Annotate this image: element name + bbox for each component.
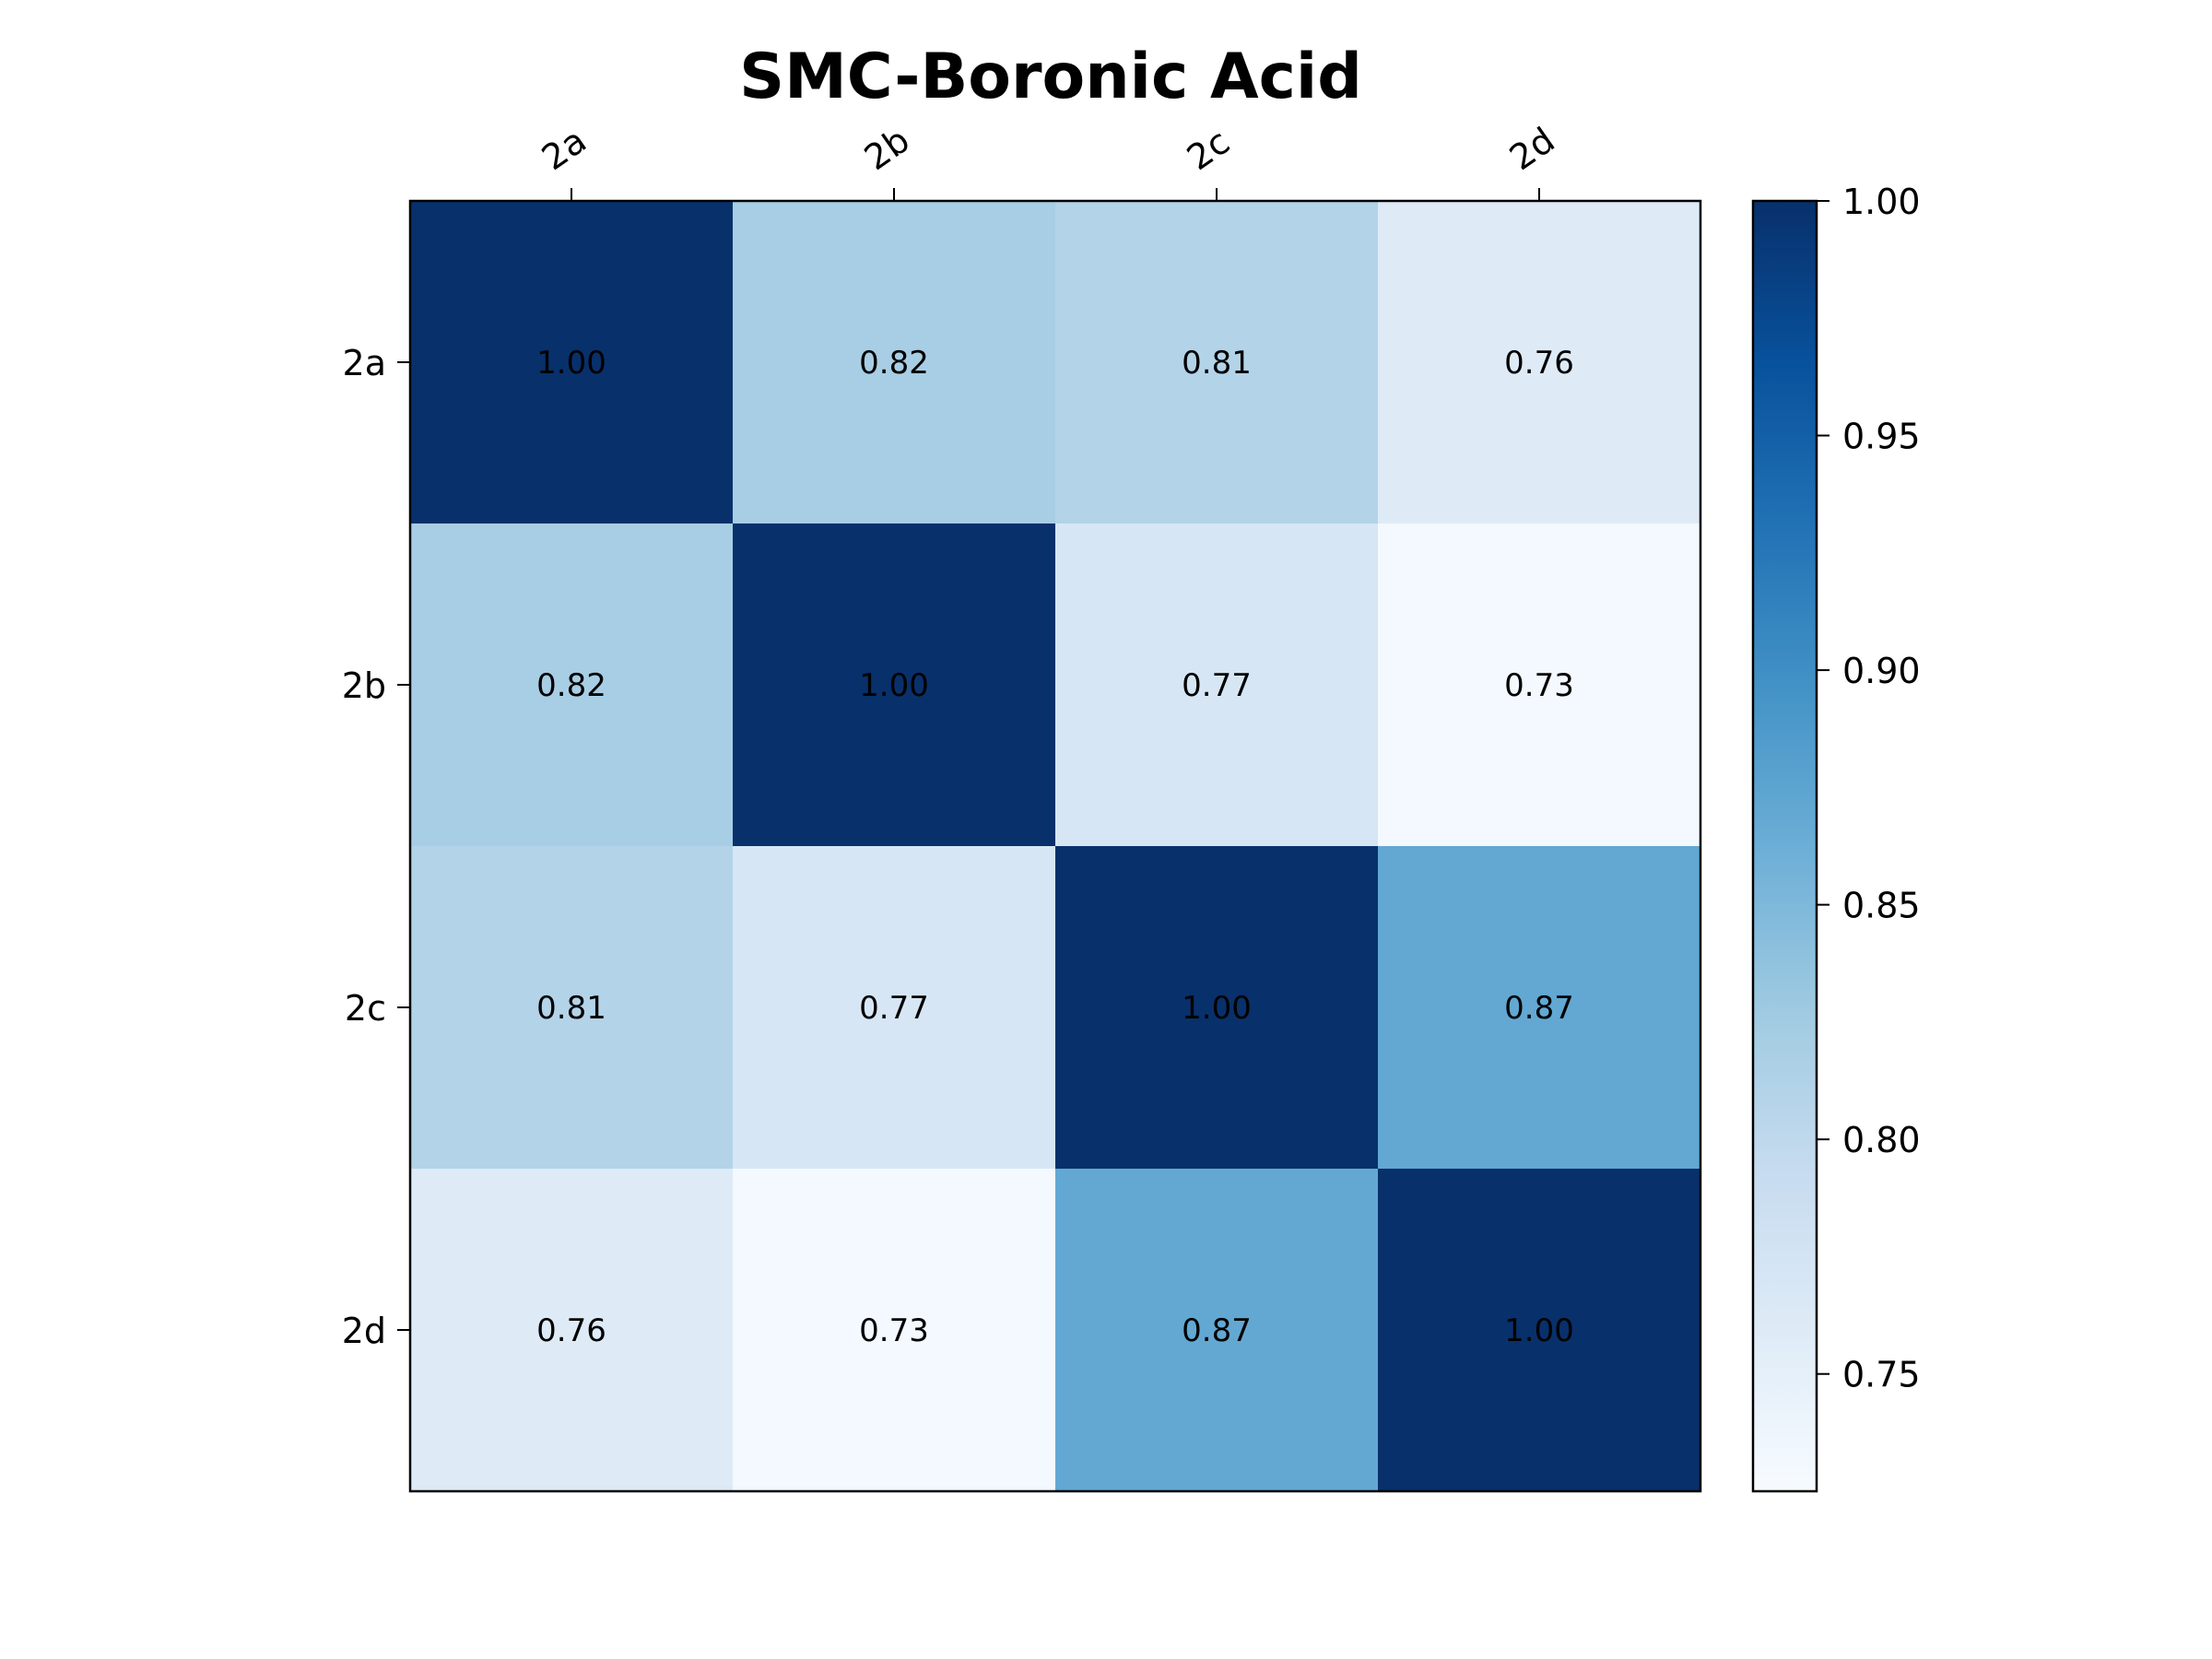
heatmap-cell xyxy=(1055,846,1379,1170)
heatmap-cell-value: 1.00 xyxy=(1504,1312,1574,1349)
heatmap-cell-value: 1.00 xyxy=(1182,990,1252,1027)
heatmap-cell-labels: 1.00 0.82 0.81 0.76 0.82 1.00 0.77 0.73 0.81 0.77… xyxy=(536,345,1574,1349)
colorbar-ticks: 0.75 0.80 0.85 0.90 0.95 1.00 xyxy=(1817,182,1921,1395)
heatmap-cell-value: 1.00 xyxy=(536,345,606,382)
chart-title: SMC-Boronic Acid xyxy=(739,41,1362,113)
y-tick-label: 2a xyxy=(343,343,386,383)
heatmap-cell xyxy=(410,846,734,1170)
heatmap-cell-value: 0.76 xyxy=(536,1312,606,1349)
y-tick-label: 2c xyxy=(345,988,386,1029)
heatmap-cell-value: 0.81 xyxy=(536,990,606,1027)
heatmap-cell xyxy=(1055,201,1379,524)
heatmap-cell xyxy=(733,201,1056,524)
x-tick-label: 2b xyxy=(857,120,917,179)
heatmap-cell-value: 0.82 xyxy=(536,667,606,704)
heatmap-cell-value: 0.76 xyxy=(1504,345,1574,382)
colorbar-gradient xyxy=(1751,199,1818,1493)
colorbar-tick-label: 0.95 xyxy=(1842,417,1921,457)
heatmap-cell xyxy=(410,524,734,847)
y-axis-left: 2a 2b 2c 2d xyxy=(342,343,410,1351)
heatmap-cell xyxy=(1378,1169,1701,1492)
heatmap-cell-value: 0.73 xyxy=(1504,667,1574,704)
heatmap-cell-value: 0.81 xyxy=(1182,345,1252,382)
colorbar-tick-label: 0.90 xyxy=(1842,651,1921,691)
heatmap-cell-value: 0.77 xyxy=(859,990,929,1027)
heatmap-cell-value: 0.82 xyxy=(859,345,929,382)
heatmap-cell xyxy=(733,524,1056,847)
heatmap-cell xyxy=(1378,524,1701,847)
plot-frame xyxy=(408,199,1702,1493)
colorbar-tick-label: 0.80 xyxy=(1842,1120,1921,1160)
x-tick-label: 2c xyxy=(1180,121,1237,178)
heatmap-cell-value: 0.77 xyxy=(1182,667,1252,704)
heatmap-cell xyxy=(733,846,1056,1170)
heatmap-cell xyxy=(733,1169,1056,1492)
x-tick-label: 2a xyxy=(535,120,594,178)
heatmap-cell xyxy=(1378,846,1701,1170)
y-tick-label: 2d xyxy=(342,1311,386,1351)
x-tick-label: 2d xyxy=(1502,120,1562,179)
y-tick-label: 2b xyxy=(342,665,386,706)
heatmap-cells xyxy=(410,201,1701,1492)
heatmap-cell-value: 0.87 xyxy=(1182,1312,1252,1349)
heatmap-cell xyxy=(410,1169,734,1492)
colorbar-tick-label: 0.85 xyxy=(1842,886,1921,926)
x-axis-top: 2a 2b 2c 2d xyxy=(535,120,1562,201)
colorbar: 0.75 0.80 0.85 0.90 0.95 1.00 xyxy=(1751,182,1921,1493)
heatmap-cell-value: 0.87 xyxy=(1504,990,1574,1027)
heatmap-cell xyxy=(1055,1169,1379,1492)
heatmap-cell-value: 1.00 xyxy=(859,667,929,704)
heatmap-cell xyxy=(1378,201,1701,524)
heatmap-cell xyxy=(410,201,734,524)
heatmap-cell xyxy=(1055,524,1379,847)
colorbar-tick-label: 0.75 xyxy=(1842,1355,1921,1395)
colorbar-tick-label: 1.00 xyxy=(1842,182,1921,222)
heatmap-cell-value: 0.73 xyxy=(859,1312,929,1349)
